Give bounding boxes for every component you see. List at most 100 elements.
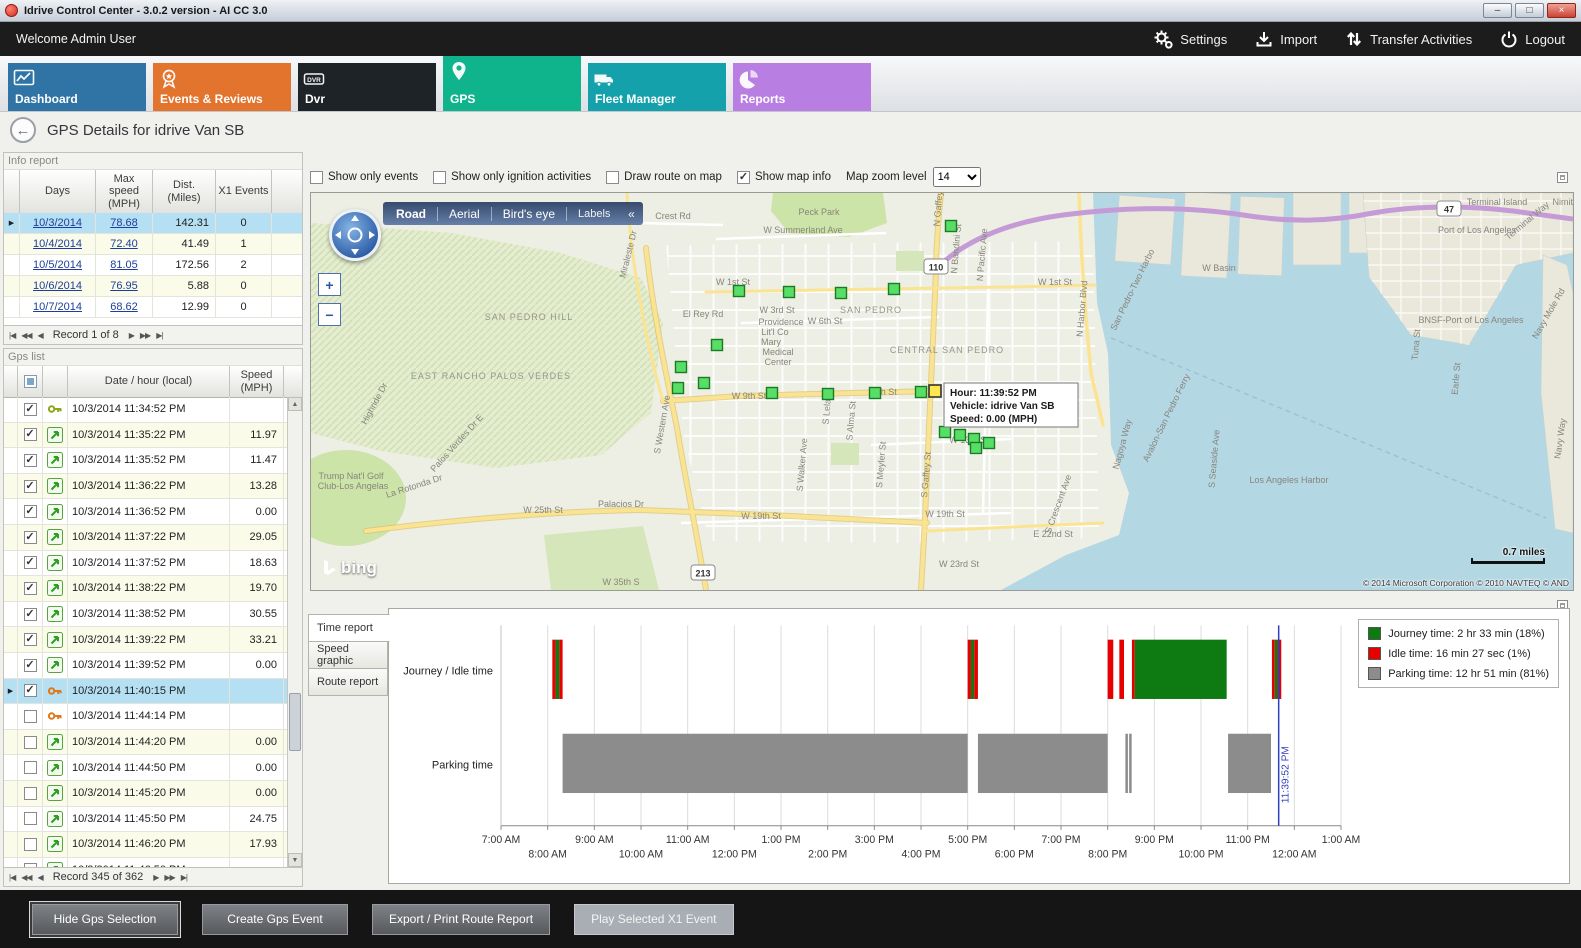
gps-row-checkbox[interactable] xyxy=(24,454,37,467)
gps-list-row[interactable]: 10/3/2014 11:36:52 PM0.00 xyxy=(4,499,287,525)
pan-north-icon[interactable] xyxy=(351,215,359,221)
max-speed-link[interactable]: 76.95 xyxy=(96,276,153,296)
tab-fleet-manager[interactable]: Fleet Manager xyxy=(588,63,726,111)
map-viewbar-collapse-icon[interactable]: « xyxy=(621,207,641,221)
gps-row-checkbox[interactable] xyxy=(24,761,37,774)
route-marker-icon[interactable] xyxy=(955,430,966,441)
gps-list-row[interactable]: 10/3/2014 11:44:20 PM0.00 xyxy=(4,730,287,756)
export-print-route-report-button[interactable]: Export / Print Route Report xyxy=(372,904,550,935)
pager-next-page-icon[interactable]: ▶▶ xyxy=(140,331,150,340)
max-speed-link[interactable]: 81.05 xyxy=(96,255,153,275)
gps-list-row[interactable]: 10/3/2014 11:35:52 PM11.47 xyxy=(4,448,287,474)
gps-list-row[interactable]: 10/3/2014 11:34:52 PM xyxy=(4,397,287,423)
gps-list-row[interactable]: ▶10/3/2014 11:40:15 PM xyxy=(4,679,287,705)
gps-list-row[interactable]: 10/3/2014 11:46:50 PM xyxy=(4,858,287,867)
show-map-info-checkbox[interactable] xyxy=(737,171,750,184)
gps-row-checkbox[interactable] xyxy=(24,608,37,621)
pager-last-icon[interactable]: ▶| xyxy=(156,331,162,340)
pager-prev-page-icon[interactable]: ◀◀ xyxy=(21,873,31,882)
pan-east-icon[interactable] xyxy=(369,231,375,239)
gps-list-row[interactable]: 10/3/2014 11:39:22 PM33.21 xyxy=(4,627,287,653)
gps-row-checkbox[interactable] xyxy=(24,556,37,569)
show-only-events-checkbox[interactable] xyxy=(310,171,323,184)
map-view-birds-eye[interactable]: Bird's eye xyxy=(492,207,567,221)
pager-first-icon[interactable]: |◀ xyxy=(9,331,15,340)
close-button[interactable]: × xyxy=(1547,3,1576,18)
route-marker-icon[interactable] xyxy=(823,389,834,400)
gps-list-row[interactable]: 10/3/2014 11:45:50 PM24.75 xyxy=(4,807,287,833)
map-compass-control[interactable] xyxy=(329,209,381,261)
info-report-row[interactable]: ▶10/3/201478.68142.310 xyxy=(4,213,302,234)
logout-button[interactable]: Logout xyxy=(1500,30,1565,48)
route-marker-icon[interactable] xyxy=(699,378,710,389)
map-zoom-in-button[interactable]: + xyxy=(318,273,341,296)
pager-prev-icon[interactable]: ◀ xyxy=(38,873,43,882)
gps-row-checkbox[interactable] xyxy=(24,633,37,646)
x1-events-column-header[interactable]: X1 Events xyxy=(216,170,272,213)
route-marker-icon[interactable] xyxy=(984,438,995,449)
route-marker-icon[interactable] xyxy=(870,388,881,399)
compass-center-icon[interactable] xyxy=(348,228,363,243)
max-speed-column-header[interactable]: Max speed (MPH) xyxy=(96,170,153,213)
route-marker-icon[interactable] xyxy=(971,443,982,454)
map-view-aerial[interactable]: Aerial xyxy=(438,207,492,221)
gps-row-checkbox[interactable] xyxy=(24,838,37,851)
gps-row-checkbox[interactable] xyxy=(24,812,37,825)
tab-route-report[interactable]: Route report xyxy=(308,668,388,696)
transfer-activities-button[interactable]: Transfer Activities xyxy=(1345,30,1472,48)
scrollbar-thumb[interactable] xyxy=(289,693,301,751)
settings-button[interactable]: Settings xyxy=(1153,29,1227,49)
gps-list-row[interactable]: 10/3/2014 11:37:52 PM18.63 xyxy=(4,551,287,577)
map-view-road[interactable]: Road xyxy=(385,207,438,221)
gps-row-checkbox[interactable] xyxy=(24,403,37,416)
max-speed-link[interactable]: 68.62 xyxy=(96,297,153,317)
tab-events-reviews[interactable]: Events & Reviews xyxy=(153,63,291,111)
route-marker-icon[interactable] xyxy=(734,286,745,297)
play-selected-x1-event-button[interactable]: Play Selected X1 Event xyxy=(574,904,733,935)
gps-row-checkbox[interactable] xyxy=(24,531,37,544)
gps-row-checkbox[interactable] xyxy=(24,480,37,493)
gps-list-row[interactable]: 10/3/2014 11:37:22 PM29.05 xyxy=(4,525,287,551)
max-speed-link[interactable]: 78.68 xyxy=(96,213,153,233)
gps-row-checkbox[interactable] xyxy=(24,505,37,518)
tab-time-report[interactable]: Time report xyxy=(308,614,390,642)
info-report-row[interactable]: 10/5/201481.05172.562 xyxy=(4,255,302,276)
route-marker-icon[interactable] xyxy=(767,388,778,399)
pager-first-icon[interactable]: |◀ xyxy=(9,873,15,882)
route-marker-icon[interactable] xyxy=(784,287,795,298)
route-marker-icon[interactable] xyxy=(712,340,723,351)
show-map-info-option[interactable]: Show map info xyxy=(737,171,831,184)
gps-list-row[interactable]: 10/3/2014 11:44:50 PM0.00 xyxy=(4,755,287,781)
info-report-row[interactable]: 10/4/201472.4041.491 xyxy=(4,234,302,255)
route-marker-icon[interactable] xyxy=(673,383,684,394)
tab-reports[interactable]: Reports xyxy=(733,63,871,111)
tab-dvr[interactable]: DVR Dvr xyxy=(298,63,436,111)
pager-prev-icon[interactable]: ◀ xyxy=(38,331,43,340)
show-only-ignition-checkbox[interactable] xyxy=(433,171,446,184)
pager-next-page-icon[interactable]: ▶▶ xyxy=(164,873,174,882)
gps-list-row[interactable]: 10/3/2014 11:44:14 PM xyxy=(4,704,287,730)
route-marker-icon[interactable] xyxy=(940,427,951,438)
scroll-up-icon[interactable]: ▲ xyxy=(288,397,302,411)
info-report-row[interactable]: 10/7/201468.6212.990 xyxy=(4,297,302,318)
route-marker-icon[interactable] xyxy=(836,288,847,299)
selected-route-marker-icon[interactable] xyxy=(929,385,941,397)
draw-route-option[interactable]: Draw route on map xyxy=(606,171,722,184)
day-link[interactable]: 10/4/2014 xyxy=(20,234,96,254)
gps-row-checkbox[interactable] xyxy=(24,787,37,800)
show-only-events-option[interactable]: Show only events xyxy=(310,171,418,184)
gps-list-row[interactable]: 10/3/2014 11:46:20 PM17.93 xyxy=(4,832,287,858)
info-report-row[interactable]: 10/6/201476.955.880 xyxy=(4,276,302,297)
route-marker-icon[interactable] xyxy=(946,221,957,232)
pager-next-icon[interactable]: ▶ xyxy=(129,331,134,340)
pager-last-icon[interactable]: ▶| xyxy=(181,873,187,882)
gps-row-checkbox[interactable] xyxy=(24,582,37,595)
date-column-header[interactable]: Date / hour (local) xyxy=(68,366,230,397)
map-zoom-out-button[interactable]: − xyxy=(318,303,341,326)
tab-speed-graphic[interactable]: Speed graphic xyxy=(308,641,388,669)
gps-list-row[interactable]: 10/3/2014 11:45:20 PM0.00 xyxy=(4,781,287,807)
speed-column-header[interactable]: Speed (MPH) xyxy=(230,366,284,397)
create-gps-event-button[interactable]: Create Gps Event xyxy=(202,904,348,935)
max-speed-link[interactable]: 72.40 xyxy=(96,234,153,254)
gps-list-row[interactable]: 10/3/2014 11:38:22 PM19.70 xyxy=(4,576,287,602)
